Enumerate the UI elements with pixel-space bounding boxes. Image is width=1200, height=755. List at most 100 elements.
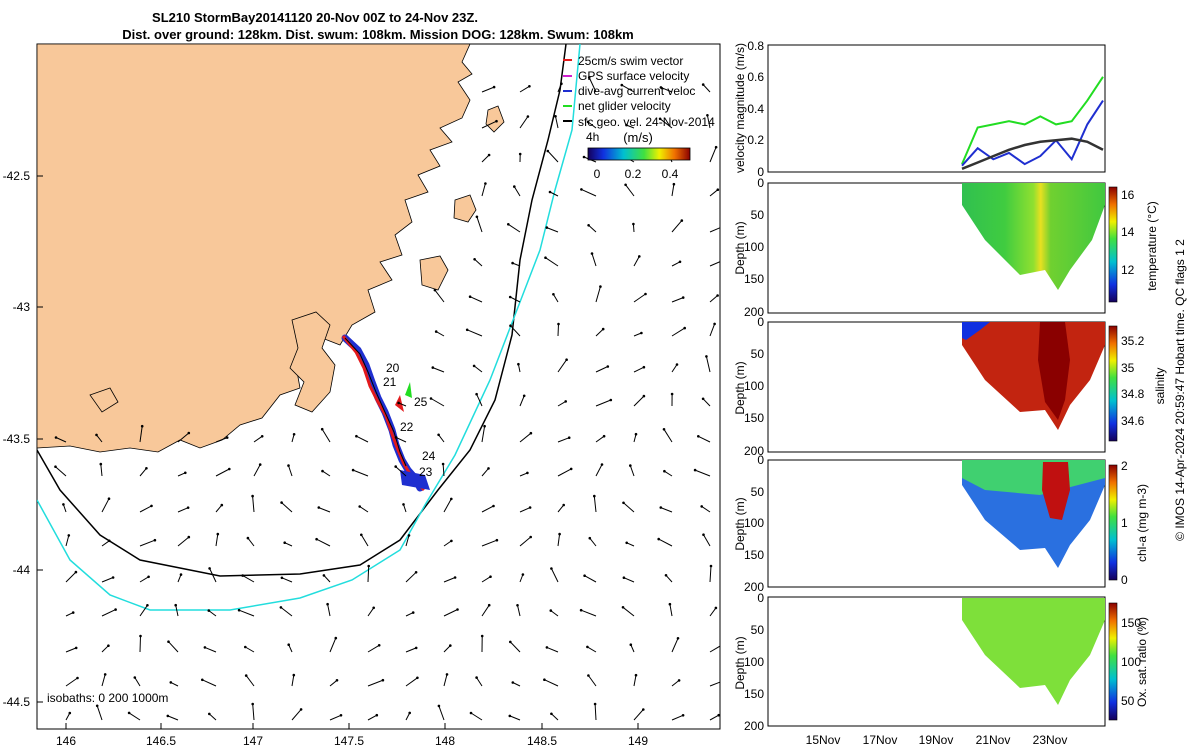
arrow-head [112,576,115,579]
day-label-21: 21 [383,375,397,389]
arrow-head [721,226,724,229]
arrow-head [678,679,681,682]
sal-cbar-tick: 35 [1121,361,1135,375]
legend-dive-avg: dive-avg current veloc [578,84,695,98]
arrow-head [355,435,358,438]
arrow-head [188,536,191,539]
arrow-head [716,294,719,297]
ox-ytick: 100 [744,655,764,669]
arrow-head [529,536,532,539]
arrow-head [488,154,491,157]
arrow-head [378,644,381,647]
arrow-head [360,534,363,537]
arrow-head [147,576,150,579]
time-tick: 15Nov [806,733,841,747]
arrow-head [454,576,457,579]
arrow-head [318,506,321,509]
isobath-note: isobaths: 0 200 1000m [47,691,168,705]
arrow-head [432,366,435,369]
arrow-head [528,85,531,88]
time-tick: 19Nov [919,733,954,747]
arrow-head [340,714,343,717]
time-tick: 17Nov [863,733,898,747]
map-x-tick: 147.5 [334,734,364,748]
sal-colorbar [1109,326,1117,441]
arrow-head [456,608,459,611]
arrow-head [635,674,638,677]
arrow-head [558,533,561,536]
temp-cbar-tick: 12 [1121,263,1135,277]
arrow-head [466,329,469,332]
arrow-shaft [558,324,559,336]
arrow-head [644,293,647,296]
chla-ytick: 0 [757,453,764,467]
map-y-tick: -43 [13,300,31,314]
arrow-head [62,503,65,506]
arrow-head [141,425,144,428]
speed-cbar-tick: 0.4 [662,167,679,181]
arrow-head [128,712,131,715]
salinity-panel: Depth (m) 0 50 100 150 200 34.6 34.8 35 … [733,315,1167,458]
arrow-head [395,436,398,439]
arrow-head [601,463,604,466]
arrow-head [108,497,111,500]
arrow-head [516,604,519,607]
time-tick: 21Nov [976,733,1011,747]
arrow-head [513,185,516,188]
arrow-head [476,216,479,219]
arrow-head [610,399,613,402]
arrow-head [640,332,643,335]
oxygen-panel: Depth (m) 0 50 100 150 200 50 100 150 Ox… [733,591,1149,733]
arrow-head [415,647,418,650]
arrow-head [702,83,705,86]
arrow-head [507,223,510,226]
temp-ytick: 150 [744,272,764,286]
arrow-head [469,295,472,298]
arrow-head [630,643,633,646]
arrow-head [682,714,685,717]
arrow-head [280,606,283,609]
arrow-head [530,432,533,435]
ox-colorbar [1109,603,1117,720]
arrow-head [287,464,290,467]
arrow-head [512,681,515,684]
arrow-head [397,402,400,405]
temperature-panel: Depth (m) 0 50 100 150 200 12 14 16 temp… [733,176,1159,319]
arrow-head [607,365,610,368]
legend-gps-velocity: GPS surface velocity [578,69,689,83]
arrow-head [108,540,111,543]
sal-cbar-tick: 35.2 [1121,334,1145,348]
chla-ytick: 150 [744,548,764,562]
arrow-head [154,539,157,542]
arrow-head [643,395,646,398]
vel-ytick: 0.8 [747,39,764,53]
legend-net-glider: net glider velocity [578,99,671,113]
arrow-head [134,676,137,679]
arrow-head [682,296,685,299]
arrow-head [554,115,557,118]
arrow-head [180,573,183,576]
arrow-head [55,436,58,439]
arrow-head [586,646,589,649]
speed-cbar-tick: 0 [594,167,601,181]
arrow-head [622,502,625,505]
arrow-head [300,708,303,711]
arrow-head [475,393,478,396]
arrow-head [713,323,716,326]
arrow-head [408,534,411,537]
arrow-head [587,674,590,677]
arrow-head [321,428,324,431]
arrow-head [382,679,385,682]
arrow-head [238,609,241,612]
arrow-head [671,393,674,396]
arrow-shaft [368,566,369,582]
arrow-head [415,571,418,574]
arrow-head [594,703,597,706]
sal-cbar-tick: 34.6 [1121,414,1145,428]
arrow-head [527,115,530,118]
arrow-head [635,433,638,436]
arrow-head [523,395,526,398]
arrow-head [208,567,211,570]
arrow-head [546,226,549,229]
arrow-head [473,365,476,368]
